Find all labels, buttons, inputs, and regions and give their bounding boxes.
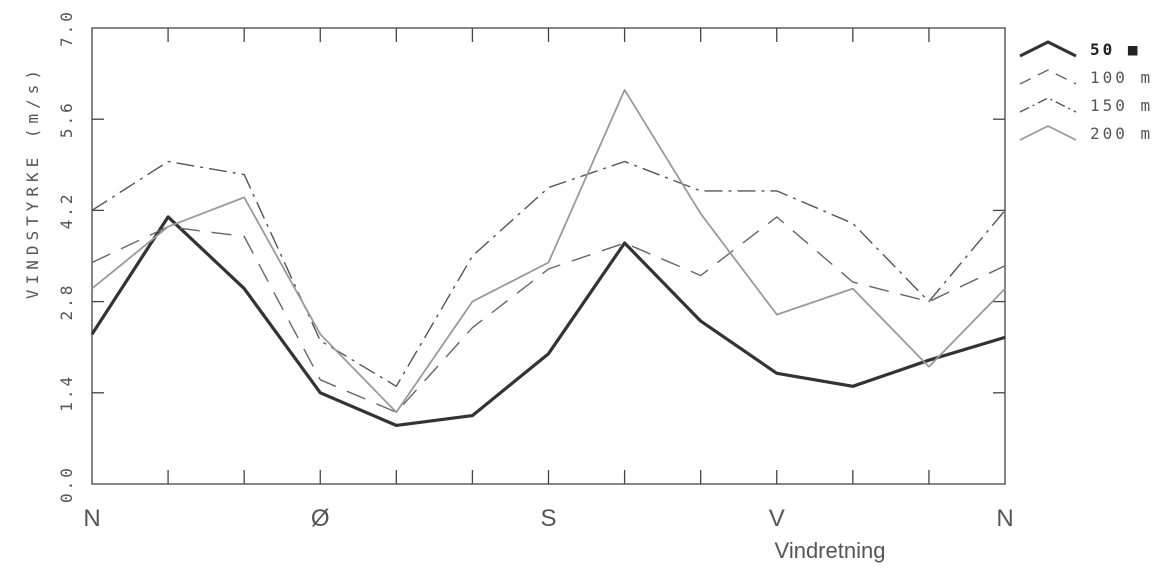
y-tick-label: 2.8	[57, 283, 76, 321]
y-axis-label: VINDSTYRKE (m/s)	[23, 65, 42, 299]
x-tick-label: S	[540, 505, 556, 532]
series-200-line	[91, 89, 1006, 414]
y-tick-label: 1.4	[57, 374, 76, 412]
plot-frame	[91, 27, 1006, 485]
series-50-line	[90, 215, 1006, 427]
y-tick-label: 7.0	[57, 9, 76, 47]
legend-200-label: 200 m	[1090, 124, 1153, 143]
x-tick-label: V	[769, 505, 785, 532]
axis-ticks	[92, 28, 1005, 484]
series-100-line	[91, 216, 1006, 413]
x-tick-label: N	[83, 505, 100, 532]
x-axis-label: Vindretning	[775, 538, 886, 563]
legend-200-swatch	[1019, 124, 1077, 141]
x-tick-label: N	[996, 505, 1013, 532]
legend: 50 ■ 100 m 150 m 200 m	[1019, 40, 1153, 143]
y-tick-label: 5.6	[57, 100, 76, 138]
legend-150-label: 150 m	[1090, 96, 1153, 115]
legend-50-swatch	[1019, 40, 1077, 58]
legend-100-swatch	[1019, 69, 1077, 85]
legend-50-label: 50 ■	[1090, 40, 1141, 59]
series-lines	[90, 89, 1006, 427]
y-tick-label: 4.2	[57, 191, 76, 229]
y-tick-label: 0.0	[57, 465, 76, 503]
x-tick-label: Ø	[311, 505, 330, 532]
series-150-line	[91, 160, 1006, 387]
legend-150-swatch	[1019, 97, 1077, 113]
legend-100-label: 100 m	[1090, 68, 1153, 87]
y-tick-labels: 0.0 1.4 2.8 4.2 5.6 7.0	[57, 9, 76, 503]
